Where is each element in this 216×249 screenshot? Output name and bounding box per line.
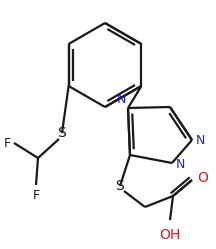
Text: S: S xyxy=(58,126,66,140)
Text: N: N xyxy=(117,93,126,106)
Text: F: F xyxy=(32,189,40,202)
Text: OH: OH xyxy=(159,228,181,242)
Text: N: N xyxy=(196,133,205,146)
Text: N: N xyxy=(176,159,185,172)
Text: F: F xyxy=(4,136,11,149)
Text: O: O xyxy=(197,171,208,185)
Text: S: S xyxy=(116,179,124,193)
